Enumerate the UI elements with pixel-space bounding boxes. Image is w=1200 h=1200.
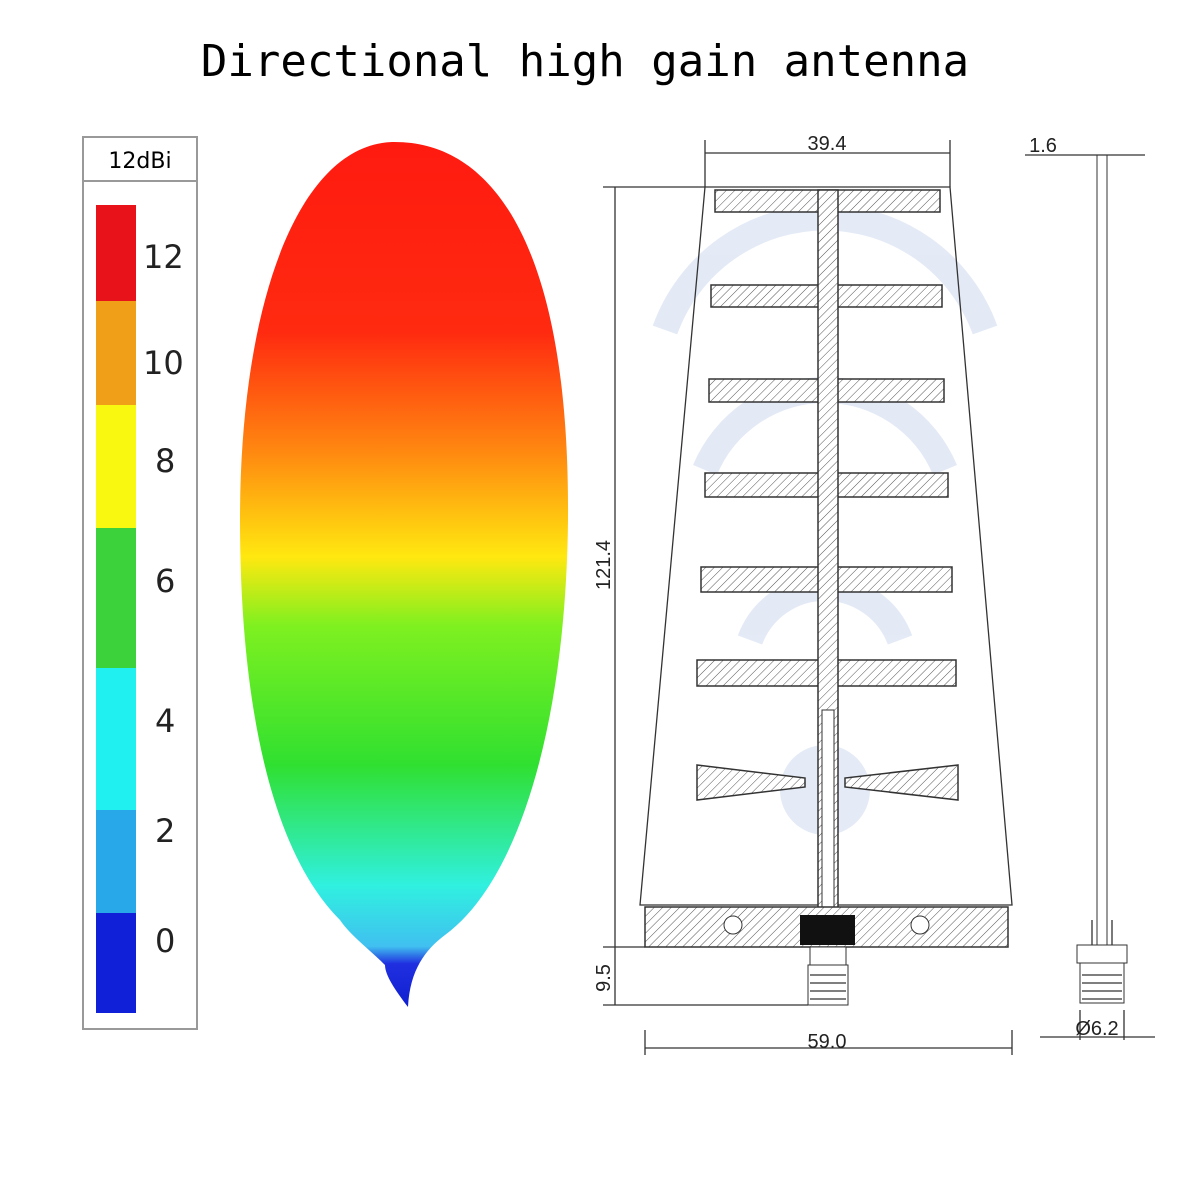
antenna-drawing: 39.4 121.4 9.5 59.0 1.6 Ø6.2 <box>593 133 1155 1055</box>
dimension-label: Ø6.2 <box>1075 1018 1118 1040</box>
legend-label: 0 <box>155 922 175 960</box>
legend-label: 12 <box>143 238 184 276</box>
title: Directional high gain antenna <box>201 36 969 87</box>
legend-label: 6 <box>155 562 175 600</box>
dimension-label: 39.4 <box>808 133 847 155</box>
dimension-label: 121.4 <box>593 540 615 590</box>
legend-header: 12dBi <box>108 149 171 174</box>
dimension-label: 1.6 <box>1029 135 1057 157</box>
radiation-pattern <box>240 141 569 1008</box>
legend: 12dBi 12 10 8 6 4 2 0 <box>82 136 198 1030</box>
legend-label: 10 <box>143 344 184 382</box>
dimension-label: 59.0 <box>808 1031 847 1053</box>
legend-label: 8 <box>155 442 175 480</box>
legend-label: 4 <box>155 702 175 740</box>
legend-label: 2 <box>155 812 175 850</box>
dimension-label: 9.5 <box>593 964 615 992</box>
